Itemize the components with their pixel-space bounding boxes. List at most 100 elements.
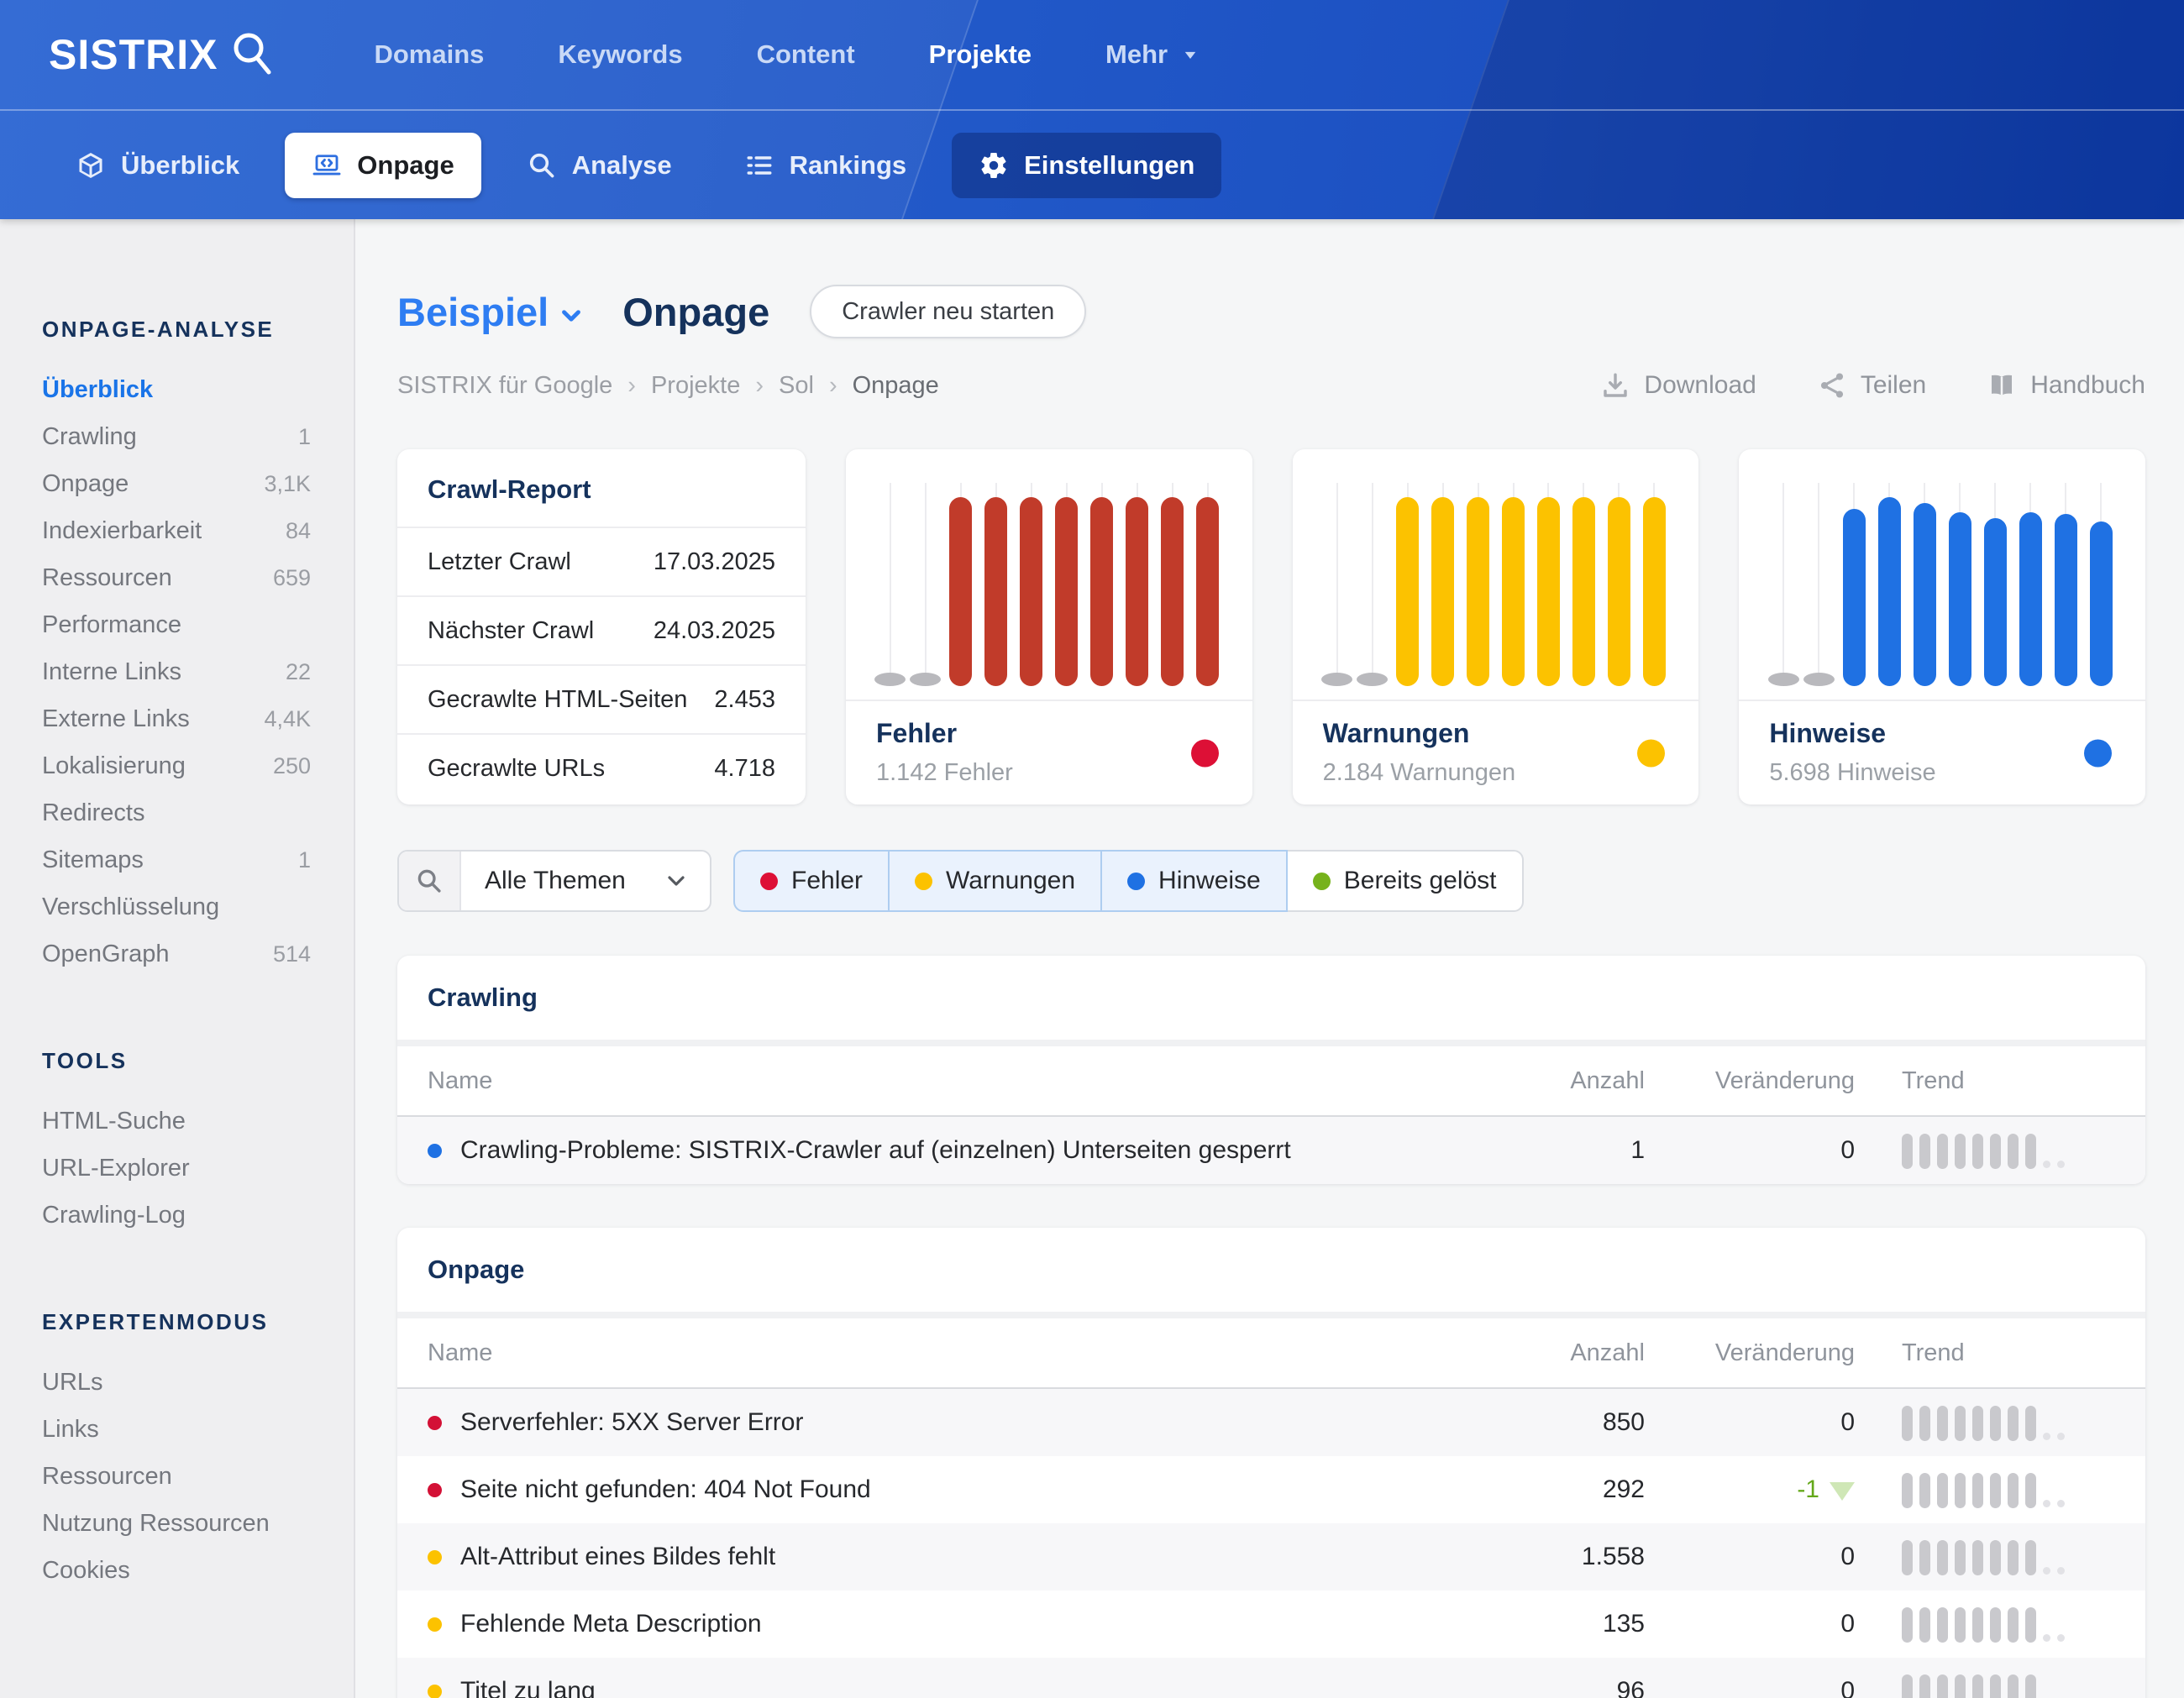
sidebar-item-nutzung-ressourcen[interactable]: Nutzung Ressourcen: [42, 1500, 311, 1547]
project-selector[interactable]: Beispiel: [397, 289, 585, 335]
action-download[interactable]: Download: [1600, 370, 1756, 401]
nav-item-label: Mehr: [1105, 39, 1168, 70]
sidebar-item-onpage[interactable]: Onpage3,1K: [42, 460, 311, 507]
sidebar-item-count: 250: [273, 753, 311, 779]
issue-sections: CrawlingNameAnzahlVeränderungTrendCrawli…: [397, 956, 2145, 1698]
subnav-tab-einstellungen[interactable]: Einstellungen: [952, 133, 1221, 198]
issue-name[interactable]: Crawling-Probleme: SISTRIX-Crawler auf (…: [460, 1136, 1291, 1165]
sidebar-item-crawling[interactable]: Crawling1: [42, 413, 311, 460]
issue-name[interactable]: Alt-Attribut eines Bildes fehlt: [460, 1543, 775, 1571]
page-title-row: Beispiel Onpage Crawler neu starten: [397, 285, 2145, 338]
topic-select[interactable]: Alle Themen: [397, 850, 711, 912]
issue-name-cell: Fehlende Meta Description: [428, 1610, 1443, 1638]
sidebar-item-performance[interactable]: Performance: [42, 601, 311, 648]
sidebar-item-urls[interactable]: URLs: [42, 1359, 311, 1406]
sistrix-logo[interactable]: SISTRIX: [49, 28, 280, 81]
main-nav-items: Domains Keywords Content Projekte Mehr: [374, 39, 1203, 70]
sidebar-item-ressourcen[interactable]: Ressourcen: [42, 1453, 311, 1500]
filter-chip-warnungen[interactable]: Warnungen: [888, 850, 1102, 912]
subnav-tab-rankings[interactable]: Rankings: [717, 133, 934, 198]
nav-item-mehr[interactable]: Mehr: [1105, 39, 1203, 70]
sidebar-item-redirects[interactable]: Redirects: [42, 789, 311, 836]
trend-bar: [1902, 1406, 1913, 1441]
stat-card-hinweise[interactable]: Hinweise5.698 Hinweise: [1739, 449, 2145, 804]
filter-chip-hinweise[interactable]: Hinweise: [1100, 850, 1288, 912]
sidebar-item-count: 84: [286, 518, 311, 544]
sidebar-item-externe-links[interactable]: Externe Links4,4K: [42, 695, 311, 742]
box-icon: [76, 150, 106, 181]
sidebar-item-sitemaps[interactable]: Sitemaps1: [42, 836, 311, 883]
sidebar-item-cookies[interactable]: Cookies: [42, 1547, 311, 1594]
sidebar-section-title: EXPERTENMODUS: [42, 1309, 354, 1335]
breadcrumb-item[interactable]: Sol: [779, 372, 814, 400]
action-label: Download: [1644, 371, 1756, 400]
sidebar-item-indexierbarkeit[interactable]: Indexierbarkeit84: [42, 507, 311, 554]
change-value: 0: [1840, 1610, 1855, 1638]
subnav-tab-onpage[interactable]: Onpage: [285, 133, 480, 198]
nav-item-domains[interactable]: Domains: [374, 39, 484, 70]
crawl-report-row: Gecrawlte HTML-Seiten2.453: [397, 664, 806, 733]
search-box: [399, 852, 461, 910]
breadcrumb-separator: ›: [829, 372, 837, 400]
trend-dot: [2057, 1634, 2065, 1642]
trend-bar: [1972, 1607, 1983, 1643]
sidebar-item-crawling-log[interactable]: Crawling-Log: [42, 1192, 311, 1239]
stat-card-fehler[interactable]: Fehler1.142 Fehler: [846, 449, 1252, 804]
anzahl-cell: 96: [1443, 1677, 1645, 1698]
breadcrumb-item[interactable]: SISTRIX für Google: [397, 372, 612, 400]
issue-name[interactable]: Serverfehler: 5XX Server Error: [460, 1408, 803, 1437]
chart-bar: [1643, 497, 1666, 686]
stat-card-warnungen[interactable]: Warnungen2.184 Warnungen: [1293, 449, 1699, 804]
trend-bar: [1955, 1406, 1966, 1441]
sidebar-item-opengraph[interactable]: OpenGraph514: [42, 930, 311, 977]
trend-bar: [2025, 1473, 2036, 1508]
anzahl-cell: 135: [1443, 1610, 1645, 1638]
action-handbuch[interactable]: Handbuch: [1987, 370, 2145, 401]
issue-name[interactable]: Fehlende Meta Description: [460, 1610, 762, 1638]
issue-name[interactable]: Titel zu lang: [460, 1677, 596, 1698]
nav-item-projekte[interactable]: Projekte: [929, 39, 1032, 70]
sidebar-item-links[interactable]: Links: [42, 1406, 311, 1453]
trend-sparkline: [1902, 1606, 2115, 1643]
sidebar-item-interne-links[interactable]: Interne Links22: [42, 648, 311, 695]
filter-chip-bereits-gelöst[interactable]: Bereits gelöst: [1286, 850, 1524, 912]
trend-dot: [2043, 1567, 2050, 1575]
column-header-trend: Trend: [1855, 1339, 2115, 1367]
sidebar-item-url-explorer[interactable]: URL-Explorer: [42, 1145, 311, 1192]
sidebar-item-html-suche[interactable]: HTML-Suche: [42, 1098, 311, 1145]
chevron-down-icon: [557, 301, 585, 330]
subnav-tab-analyse[interactable]: Analyse: [500, 133, 699, 198]
chart-track: [1782, 483, 1784, 679]
crawl-report-rows: Letzter Crawl17.03.2025Nächster Crawl24.…: [397, 527, 806, 802]
sidebar-item-überblick[interactable]: Überblick: [42, 366, 311, 413]
sidebar-item-lokalisierung[interactable]: Lokalisierung250: [42, 742, 311, 789]
chart-slot: [2048, 478, 2083, 700]
chart-slot: [1190, 478, 1226, 700]
sidebar-item-label: Indexierbarkeit: [42, 517, 286, 545]
nav-item-content[interactable]: Content: [757, 39, 855, 70]
breadcrumb-item[interactable]: Onpage: [853, 372, 939, 400]
sidebar-item-ressourcen[interactable]: Ressourcen659: [42, 554, 311, 601]
chart-track: [890, 483, 891, 679]
sidebar: ONPAGE-ANALYSEÜberblickCrawling1Onpage3,…: [0, 219, 355, 1698]
chart-slot: [2013, 478, 2048, 700]
breadcrumb-item[interactable]: Projekte: [651, 372, 740, 400]
issue-name[interactable]: Seite nicht gefunden: 404 Not Found: [460, 1475, 871, 1504]
filter-chip-fehler[interactable]: Fehler: [733, 850, 890, 912]
crawl-report-label: Letzter Crawl: [428, 548, 571, 576]
restart-crawler-button[interactable]: Crawler neu starten: [810, 285, 1086, 338]
column-header-trend: Trend: [1855, 1067, 2115, 1095]
chart-baseline-dot: [910, 673, 941, 686]
column-header-veränderung: Veränderung: [1645, 1067, 1855, 1095]
triangle-down-icon: [1830, 1482, 1855, 1501]
stat-card-footer: Fehler1.142 Fehler: [846, 700, 1252, 804]
action-teilen[interactable]: Teilen: [1817, 370, 1926, 401]
sidebar-item-verschlüsselung[interactable]: Verschlüsselung: [42, 883, 311, 930]
trend-bar: [1902, 1134, 1913, 1169]
nav-item-label: Keywords: [558, 39, 682, 70]
chart-slot: [1320, 478, 1355, 700]
logo-text: SISTRIX: [49, 30, 218, 79]
nav-item-keywords[interactable]: Keywords: [558, 39, 682, 70]
subnav-tab-überblick[interactable]: Überblick: [49, 133, 266, 198]
chart-bar: [1161, 497, 1184, 686]
